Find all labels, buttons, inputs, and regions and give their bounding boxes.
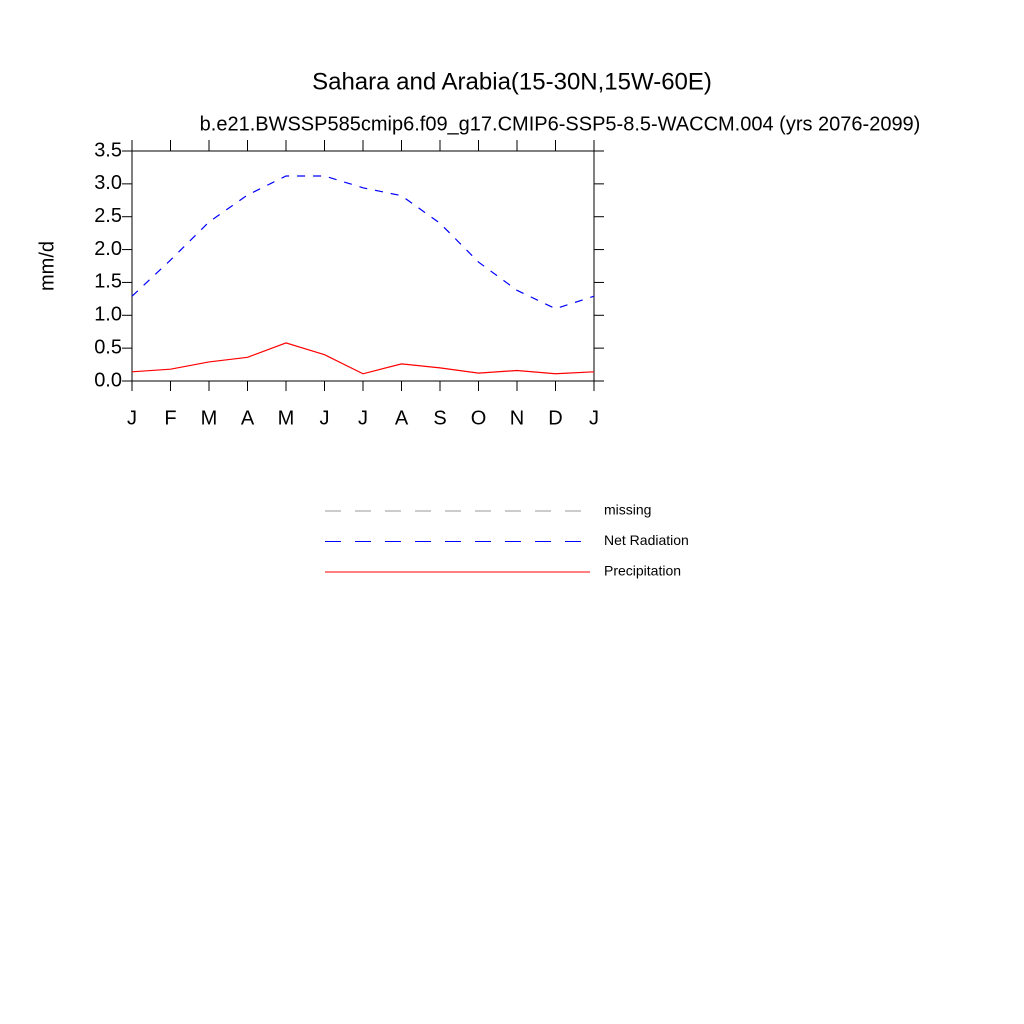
- legend-label: missing: [604, 502, 651, 518]
- y-tick-label: 1.5: [94, 271, 122, 293]
- chart-subtitle: b.e21.BWSSP585cmip6.f09_g17.CMIP6-SSP5-8…: [200, 113, 921, 135]
- y-tick-label: 3.0: [94, 172, 122, 194]
- x-tick-label: J: [127, 407, 137, 429]
- x-tick-label: D: [548, 407, 562, 429]
- y-axis-label: mm/d: [36, 241, 58, 291]
- y-tick-label: 1.0: [94, 304, 122, 326]
- x-tick-label: O: [471, 407, 487, 429]
- y-tick-label: 2.0: [94, 238, 122, 260]
- x-tick-label: M: [278, 407, 295, 429]
- x-tick-label: J: [589, 407, 599, 429]
- x-tick-label: J: [320, 407, 330, 429]
- y-tick-label: 0.0: [94, 369, 122, 391]
- data-line: [131, 175, 595, 310]
- x-tick-label: N: [510, 407, 524, 429]
- x-tick-label: S: [433, 407, 446, 429]
- y-tick-label: 0.5: [94, 336, 122, 358]
- y-tick-label: 2.5: [94, 205, 122, 227]
- legend-label: Precipitation: [604, 563, 681, 579]
- x-tick-label: M: [201, 407, 218, 429]
- data-line: [131, 342, 595, 375]
- plot-frame: [131, 150, 595, 382]
- x-tick-label: A: [241, 407, 255, 429]
- x-tick-label: F: [164, 407, 176, 429]
- chart-title: Sahara and Arabia(15-30N,15W-60E): [312, 68, 712, 95]
- y-tick-label: 3.5: [94, 139, 122, 161]
- legend-label: Net Radiation: [604, 532, 689, 548]
- x-tick-label: A: [395, 407, 409, 429]
- x-tick-label: J: [358, 407, 368, 429]
